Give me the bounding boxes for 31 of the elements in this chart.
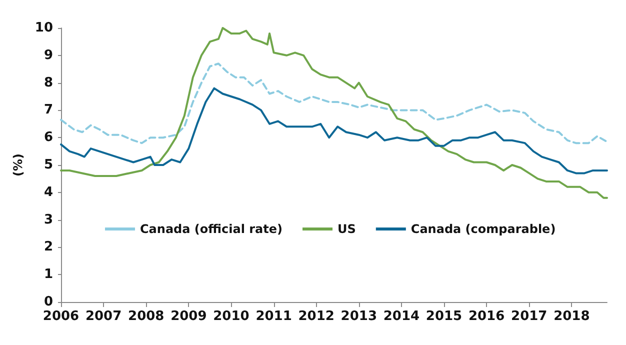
x-tick-label: 2018 [554, 309, 590, 324]
y-tick-label: 6 [44, 130, 53, 146]
x-tick-label: 2008 [128, 309, 164, 324]
legend-label: Canada (official rate) [140, 222, 283, 236]
line-series [60, 27, 608, 199]
x-tick-label: 2017 [511, 309, 548, 324]
x-tick-label: 2009 [170, 309, 207, 324]
y-tick-label: 10 [34, 20, 53, 36]
y-tick-label: 0 [44, 294, 53, 310]
y-tick-label: 5 [44, 158, 53, 172]
legend-label: US [338, 222, 356, 236]
x-tick-label: 2011 [256, 309, 292, 324]
x-tick-label: 2016 [468, 309, 505, 324]
y-tick-label: 9 [44, 48, 53, 63]
y-tick-label: 3 [44, 212, 53, 228]
x-tick-label: 2012 [298, 309, 334, 324]
y-tick-label: 2 [44, 240, 53, 255]
y-tick-label: 8 [44, 75, 53, 90]
line-series [60, 87, 608, 174]
x-tick-label: 2013 [340, 309, 377, 324]
x-tick-label: 2015 [426, 309, 462, 324]
y-tick-label: 7 [44, 102, 53, 118]
y-axis-title: (%) [11, 154, 26, 176]
x-tick-label: 2014 [383, 309, 420, 324]
x-tick-label: 2006 [42, 309, 80, 324]
y-tick-label: 4 [44, 184, 53, 200]
x-tick-label: 2010 [213, 309, 250, 324]
y-tick-label: 1 [44, 267, 53, 282]
legend-label: Canada (comparable) [410, 222, 556, 236]
x-tick-label: 2007 [85, 309, 122, 324]
line-series [60, 62, 608, 144]
